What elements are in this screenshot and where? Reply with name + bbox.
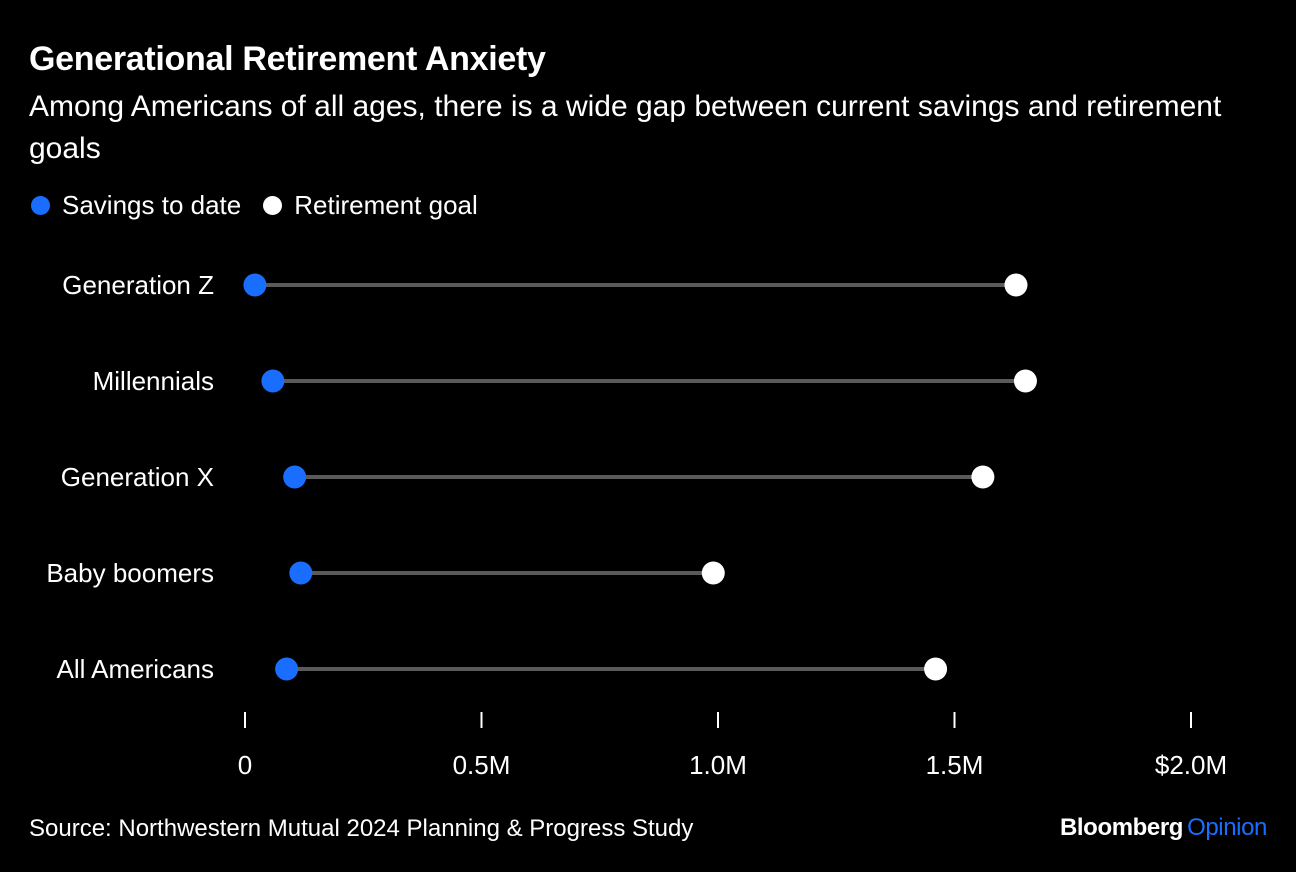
brand-name: Bloomberg [1059,814,1184,841]
goal-point [1013,369,1037,393]
legend-label-goal: Retirement goal [294,190,478,220]
savings-point [289,561,313,585]
goal-point [1004,273,1028,297]
category-label: Millennials [93,366,214,396]
x-tick-label: 0 [238,750,252,780]
savings-point [243,273,267,297]
goal-point [701,561,725,585]
brand-section: Opinion [1187,814,1267,841]
legend-item-savings: Savings to date [31,190,241,221]
dumbbell-chart: Generation Z Millennials Generation X Baby … [46,270,1227,780]
x-tick-label: 1.5M [926,750,984,780]
source-note: Source: Northwestern Mutual 2024 Plannin… [29,815,694,842]
goal-point [924,657,948,681]
legend: Savings to date Retirement goal [31,190,500,221]
chart-subtitle: Among Americans of all ages, there is a … [29,90,1222,165]
category-label: Generation X [61,462,214,492]
x-tick-label: $2.0M [1155,750,1227,780]
goal-dot-icon [263,196,283,215]
savings-dot-icon [31,196,50,215]
savings-point [283,465,307,489]
goal-point [971,465,995,489]
legend-label-savings: Savings to date [62,190,242,220]
legend-item-goal: Retirement goal [263,190,478,221]
brand-logo: Bloomberg Opinion [1060,814,1267,842]
category-label: Generation Z [62,270,214,300]
category-label: Baby boomers [46,558,214,588]
x-tick-label: 0.5M [453,750,511,780]
x-tick-label: 1.0M [689,750,747,780]
chart-title: Generational Retirement Anxiety [29,40,546,78]
savings-point [275,657,299,681]
savings-point [261,369,285,393]
category-label: All Americans [57,654,215,684]
